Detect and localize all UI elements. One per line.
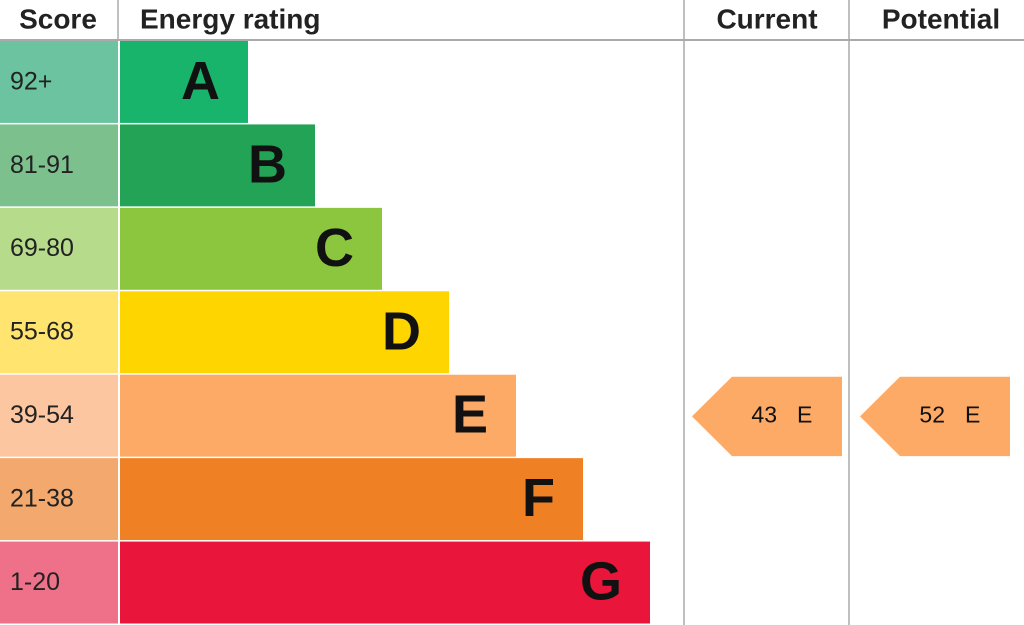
rating-letter: E — [452, 385, 488, 445]
score-cell — [0, 458, 118, 541]
score-cell — [0, 541, 118, 624]
rating-letter: A — [181, 51, 220, 111]
header-potential: Potential — [882, 3, 1000, 34]
score-range: 81-91 — [10, 151, 74, 179]
score-range: 69-80 — [10, 234, 74, 262]
rating-bar — [120, 41, 248, 123]
rating-bar — [120, 541, 650, 624]
score-range: 21-38 — [10, 484, 74, 512]
current-score: 43 — [751, 402, 777, 428]
score-range: 55-68 — [10, 318, 74, 346]
rating-bar — [120, 458, 583, 541]
rating-letter: B — [248, 134, 287, 194]
rating-bar — [120, 291, 449, 374]
score-cell — [0, 374, 118, 457]
score-cell — [0, 207, 118, 290]
score-cell — [0, 41, 118, 123]
rating-letter: C — [315, 218, 354, 278]
header-score: Score — [19, 3, 97, 34]
rating-bar — [120, 124, 315, 207]
header-rating: Energy rating — [140, 3, 320, 34]
rating-letter: D — [382, 301, 421, 361]
current-rating: E — [797, 402, 812, 428]
score-range: 1-20 — [10, 568, 60, 596]
score-range: 39-54 — [10, 401, 74, 429]
rating-letter: G — [580, 552, 622, 612]
rating-bar — [120, 207, 382, 290]
rating-bar — [120, 374, 516, 457]
rating-letter: F — [522, 468, 555, 528]
score-cell — [0, 291, 118, 374]
current-arrow — [692, 376, 842, 457]
potential-score: 52 — [919, 402, 945, 428]
potential-arrow — [860, 376, 1010, 457]
header-current: Current — [716, 3, 817, 34]
score-range: 92+ — [10, 67, 52, 95]
potential-rating: E — [965, 402, 980, 428]
score-cell — [0, 124, 118, 207]
